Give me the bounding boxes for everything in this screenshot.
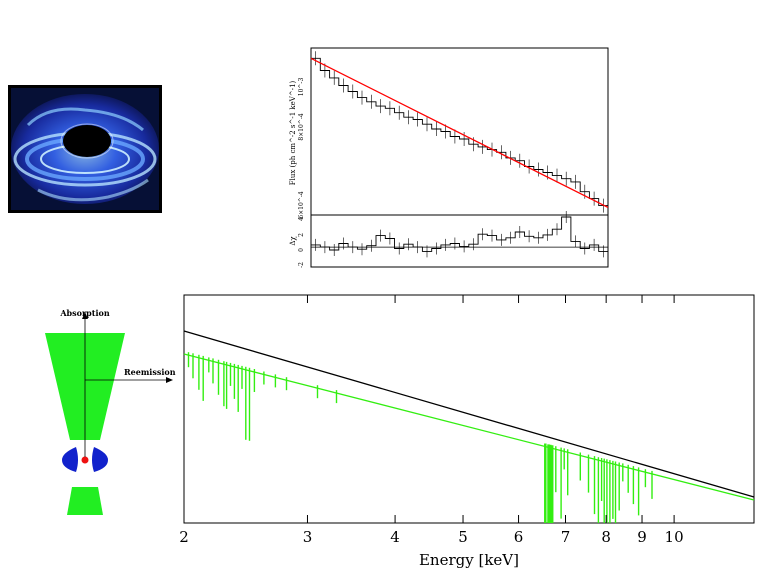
flux-data-histogram	[311, 57, 608, 207]
residual-ytick: 2	[298, 233, 305, 237]
flux-model-line	[310, 57, 609, 209]
accretion-disk-right	[92, 447, 108, 472]
energy-tick-label: 7	[561, 528, 571, 546]
energy-tick-label: 6	[514, 528, 524, 546]
reemission-label: Reemission	[124, 367, 176, 377]
energy-tick-label: 3	[303, 528, 313, 546]
accretion-disk-left	[62, 447, 78, 472]
outflow-cone-bottom	[67, 487, 103, 515]
outflow-geometry-diagram: Absorption Reemission	[45, 308, 176, 515]
flux-panel-frame	[310, 47, 609, 216]
residual-histogram	[311, 216, 608, 252]
energy-tick-label: 8	[601, 528, 611, 546]
residual-ytick: 4	[298, 217, 305, 221]
energy-tick-label: 2	[179, 528, 189, 546]
residual-ytick: -2	[298, 262, 305, 268]
energy-tick-label: 9	[637, 528, 647, 546]
energy-tick-label: 5	[458, 528, 468, 546]
model-plot-frame	[183, 294, 755, 524]
residual-axis-label: Δχ	[289, 236, 297, 246]
spectrum-fit-chart: Flux (ph cm^-2 s^-1 keV^-1) 10^-3 8×10^-…	[289, 47, 609, 268]
flux-ytick: 8×10^-4	[298, 113, 305, 141]
absorption-arrowhead	[82, 312, 88, 319]
energy-tick-label: 10	[665, 528, 684, 546]
energy-axis-label: Energy [keV]	[419, 551, 519, 569]
residual-panel-frame	[310, 214, 609, 268]
absorbed-model-line	[183, 353, 755, 501]
black-hole-illustration	[8, 85, 162, 213]
model-spectrum-chart: 2 3 4 5 6 7 8 9 10 Energy [keV]	[179, 294, 755, 569]
central-source	[81, 456, 89, 464]
reemission-arrowhead	[166, 377, 173, 383]
flux-axis-label: Flux (ph cm^-2 s^-1 keV^-1)	[289, 80, 297, 185]
absorption-label: Absorption	[59, 308, 110, 318]
continuum-model-line	[183, 330, 755, 498]
residual-ytick: 0	[298, 248, 305, 252]
energy-tick-label: 4	[390, 528, 400, 546]
flux-ytick: 6×10^-4	[298, 191, 305, 219]
flux-ytick: 10^-3	[298, 78, 305, 97]
black-hole-accretion-disk-icon	[11, 88, 159, 210]
